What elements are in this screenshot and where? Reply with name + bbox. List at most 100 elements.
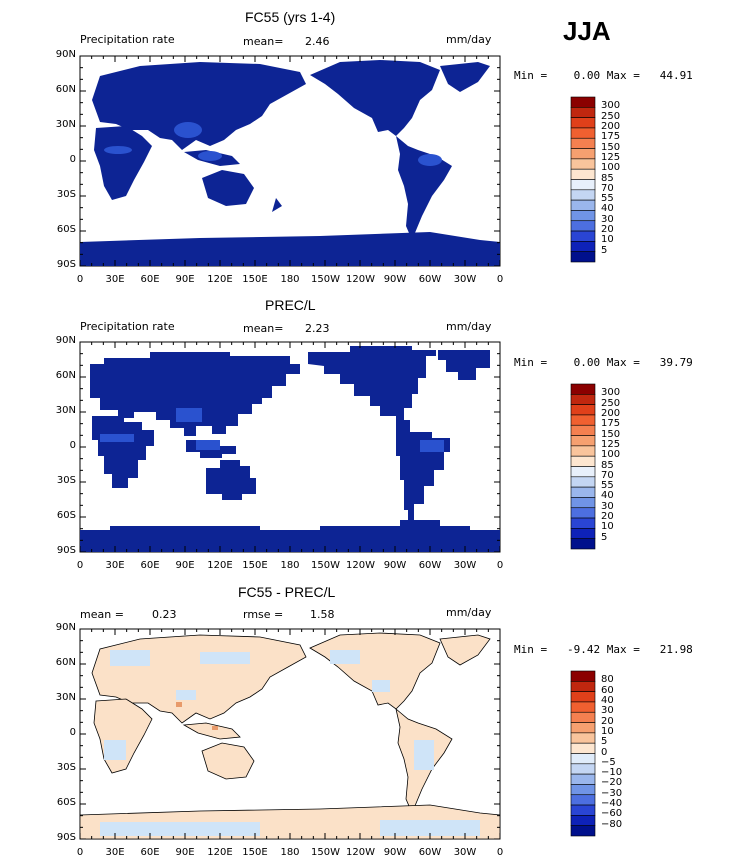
colorbar-label: 55 — [601, 480, 614, 492]
lat-tick-label: 90S — [56, 545, 76, 556]
lon-tick-label: 90E — [175, 274, 195, 285]
lon-tick-label: 150W — [311, 560, 340, 571]
colorbar-label: 20 — [601, 715, 614, 727]
lon-tick-label: 90E — [175, 560, 195, 571]
variable-label: Precipitation rate — [80, 320, 175, 333]
lon-tick-label: 120W — [346, 560, 375, 571]
mean-label: mean= — [243, 322, 284, 335]
colorbar-panel-3 — [570, 670, 596, 837]
land-mass — [80, 60, 500, 266]
lon-tick-label: 180 — [280, 847, 300, 858]
lon-tick-label: 30E — [105, 560, 125, 571]
colorbar-label: 175 — [601, 418, 621, 430]
colorbar-label: 5 — [601, 531, 608, 543]
colorbar-label: 85 — [601, 459, 614, 471]
units-label: mm/day — [446, 320, 492, 333]
colorbar-swatch — [570, 804, 596, 816]
mean-value: 2.46 — [305, 35, 330, 48]
colorbar-label: 100 — [601, 449, 621, 461]
map-panel-2 — [79, 341, 596, 553]
lon-ticks — [79, 629, 501, 839]
min-max-text: Min = -9.42 Max = 21.98 — [514, 643, 693, 656]
colorbar-label: 125 — [601, 151, 621, 163]
lon-tick-label: 150W — [311, 274, 340, 285]
colorbar-label: 40 — [601, 694, 614, 706]
colorbar-label: −80 — [601, 818, 623, 830]
colorbar-label: 30 — [601, 213, 614, 225]
lon-tick-label: 150W — [311, 847, 340, 858]
lon-tick-label: 120E — [207, 847, 233, 858]
lon-tick-label: 0 — [496, 274, 504, 285]
colorbar-panel-1 — [570, 96, 596, 263]
lon-tick-label: 120E — [207, 274, 233, 285]
colorbar-swatch — [570, 681, 596, 692]
panel-title: FC55 - PREC/L — [238, 584, 336, 600]
colorbar-label: 0 — [601, 746, 608, 758]
colorbar-swatch — [570, 732, 596, 744]
colorbar-swatch — [570, 251, 596, 263]
colorbar-label: 150 — [601, 141, 621, 153]
colorbar-swatch — [570, 794, 596, 806]
wet-regions — [104, 122, 442, 166]
lon-tick-label: 120W — [346, 274, 375, 285]
colorbar-label: −30 — [601, 787, 623, 799]
lon-tick-label: 0 — [76, 847, 84, 858]
lon-tick-label: 90W — [383, 847, 407, 858]
lat-tick-label: 90N — [55, 335, 76, 346]
lat-tick-label: 60S — [56, 224, 76, 235]
lat-tick-label: 60N — [55, 370, 76, 381]
lat-tick-label: 90N — [55, 49, 76, 60]
mean-value: 0.23 — [152, 608, 177, 621]
colorbar-label: −20 — [601, 777, 623, 789]
lon-tick-label: 0 — [76, 560, 84, 571]
colorbar-label: −5 — [601, 756, 616, 768]
colorbar-label: 300 — [601, 100, 621, 112]
mean-value: 2.23 — [305, 322, 330, 335]
colorbar-swatch — [570, 825, 596, 837]
colorbar-label: 150 — [601, 428, 621, 440]
colorbar-panel-2 — [570, 383, 596, 550]
lat-tick-label: 90S — [56, 832, 76, 843]
map-panel-1 — [79, 55, 596, 267]
colorbar-label: −10 — [601, 767, 623, 779]
strong-diff-regions — [176, 702, 218, 730]
lat-tick-label: 60N — [55, 84, 76, 95]
min-max-text: Min = 0.00 Max = 44.91 — [514, 69, 693, 82]
colorbar-label: 80 — [601, 674, 614, 686]
colorbar-label: 30 — [601, 705, 614, 717]
colorbar-swatch — [570, 742, 596, 754]
colorbar-label: −60 — [601, 808, 623, 820]
lat-tick-label: 30S — [56, 189, 76, 200]
colorbar-label: 250 — [601, 397, 621, 409]
colorbar-swatch — [570, 815, 596, 826]
lon-tick-label: 0 — [496, 560, 504, 571]
lon-tick-label: 30W — [453, 274, 477, 285]
lon-tick-label: 120E — [207, 560, 233, 571]
lon-tick-label: 60W — [418, 274, 442, 285]
colorbar-label: 20 — [601, 511, 614, 523]
panel-title: PREC/L — [265, 297, 316, 313]
colorbar-label: 200 — [601, 120, 621, 132]
colorbar-label: 40 — [601, 490, 614, 502]
colorbar-label: 125 — [601, 438, 621, 450]
lon-tick-label: 30E — [105, 847, 125, 858]
lon-tick-label: 60E — [140, 274, 160, 285]
season-label: JJA — [563, 16, 611, 46]
colorbar-label: 60 — [601, 684, 614, 696]
lat-ticks — [80, 55, 500, 267]
colorbar-swatch — [570, 701, 596, 713]
colorbar-label: 10 — [601, 234, 614, 246]
lat-tick-label: 30N — [55, 692, 76, 703]
colorbar-swatch — [570, 784, 596, 796]
lon-tick-label: 60W — [418, 560, 442, 571]
colorbar-swatch — [570, 722, 596, 734]
lon-tick-label: 150E — [242, 847, 268, 858]
colorbar-label: 250 — [601, 110, 621, 122]
lon-tick-label: 120W — [346, 847, 375, 858]
lat-tick-label: 30S — [56, 475, 76, 486]
lon-tick-label: 0 — [496, 847, 504, 858]
lat-tick-label: 60N — [55, 657, 76, 668]
colorbar-swatch — [570, 670, 596, 682]
rmse-value: 1.58 — [310, 608, 335, 621]
